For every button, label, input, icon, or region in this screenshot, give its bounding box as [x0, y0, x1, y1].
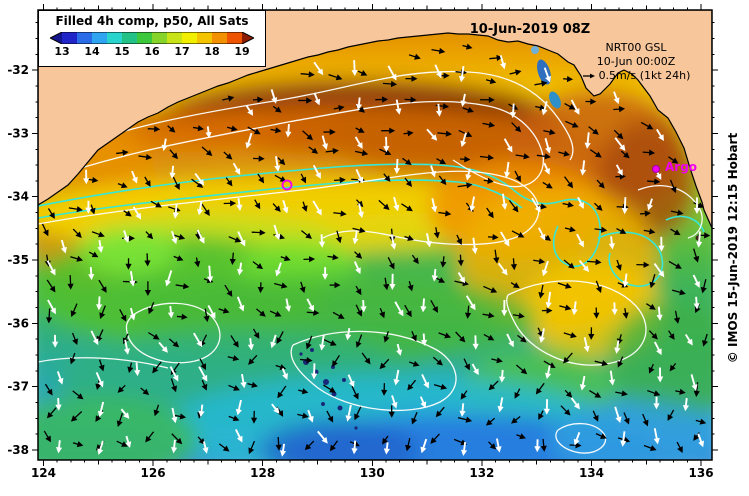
colorbar — [50, 32, 254, 44]
map-plot-area: Filled 4h comp, p50, All Sats 13 14 15 16 17… — [38, 10, 712, 460]
vector-scale-label: 0.5m/s (1kt 24h) — [598, 69, 691, 82]
axis-tick-label: -34 — [7, 190, 29, 204]
colorbar-tick-label: 14 — [84, 45, 100, 58]
axis-tick-label: 136 — [689, 466, 714, 480]
axis-tick-label: 130 — [360, 466, 385, 480]
axis-tick-label: 134 — [579, 466, 604, 480]
argo-label: Argo — [665, 160, 698, 174]
colorbar-tick-label: 16 — [144, 45, 160, 58]
datetime-label: 10-Jun-2019 08Z — [469, 22, 591, 37]
model-datetime: 10-Jun 00:00Z — [596, 55, 676, 68]
axis-tick-label: -36 — [7, 316, 29, 330]
colorbar-tick-labels: 13 14 15 16 17 18 19 — [50, 45, 254, 59]
axis-tick-label: -38 — [7, 443, 29, 457]
axis-tick-label: 124 — [31, 466, 56, 480]
credit-text: © IMOS 15-Jun-2019 12:15 Hobart — [726, 132, 740, 364]
vector-scale-line: 0.5m/s (1kt 24h) — [558, 69, 714, 83]
scale-arrow-icon — [582, 73, 595, 79]
axis-tick-label: 132 — [469, 466, 494, 480]
colorbar-tick-label: 15 — [114, 45, 130, 58]
colorbar-tick-label: 18 — [204, 45, 220, 58]
legend-box: Filled 4h comp, p50, All Sats 13 14 15 16 17… — [38, 10, 266, 67]
axis-tick-label: 128 — [250, 466, 275, 480]
argo-marker — [652, 165, 660, 173]
colorbar-tick-label: 19 — [234, 45, 250, 58]
model-name: NRT00 GSL — [605, 41, 667, 54]
axis-tick-label: -35 — [7, 253, 29, 267]
colorbar-tick-label: 17 — [174, 45, 190, 58]
axis-tick-label: -37 — [7, 380, 29, 394]
model-info-block: NRT00 GSL 10-Jun 00:00Z 0.5m/s (1kt 24h) — [558, 41, 714, 83]
legend-title: Filled 4h comp, p50, All Sats — [55, 14, 249, 28]
colorbar-tick-label: 13 — [54, 45, 70, 58]
axis-tick-label: -32 — [7, 63, 29, 77]
axis-tick-label: 126 — [141, 466, 166, 480]
axis-tick-label: -33 — [7, 126, 29, 140]
